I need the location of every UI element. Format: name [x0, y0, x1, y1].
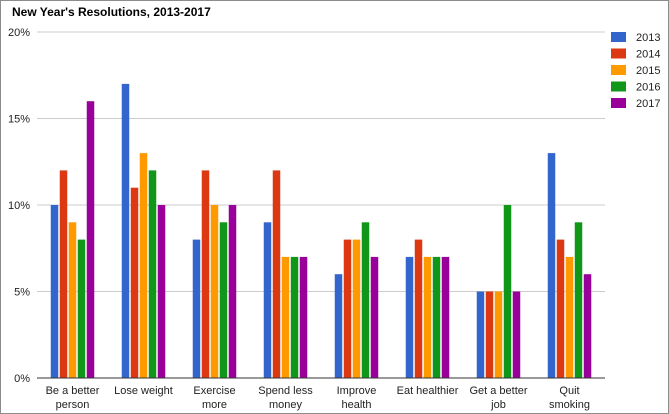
x-tick-label: Spend less	[258, 385, 313, 397]
bar	[228, 205, 237, 378]
bar	[50, 205, 59, 378]
bar	[121, 83, 130, 379]
bar	[86, 101, 95, 378]
legend-swatch	[611, 98, 626, 108]
legend: 2013 2014 2015 2016 2017	[611, 32, 660, 110]
bar	[556, 239, 565, 378]
y-tick-label: 15%	[8, 114, 30, 126]
y-tick-label: 5%	[14, 287, 30, 299]
x-tick-label: Lose weight	[114, 385, 173, 397]
x-tick-label: Be a better	[46, 385, 100, 397]
x-tick-label: Quit	[559, 385, 579, 397]
legend-swatch	[611, 32, 626, 42]
bar	[334, 274, 343, 378]
bar	[148, 170, 157, 378]
x-tick-label: health	[342, 399, 372, 411]
bar	[405, 256, 414, 378]
bar	[192, 239, 201, 378]
legend-label: 2014	[636, 49, 660, 61]
bar	[574, 222, 583, 378]
x-tick-label: job	[490, 399, 506, 411]
bar	[59, 170, 68, 378]
y-tick-label: 20%	[8, 27, 30, 39]
legend-swatch	[611, 48, 626, 59]
x-tick-label: Improve	[337, 385, 377, 397]
x-tick-label: money	[269, 399, 303, 411]
x-tick-label: smoking	[549, 399, 590, 411]
x-tick-label: person	[56, 399, 90, 411]
bar	[139, 153, 148, 378]
legend-label: 2017	[636, 98, 660, 110]
bar	[512, 291, 521, 378]
bar	[432, 256, 441, 378]
legend-label: 2013	[636, 32, 660, 44]
bar	[281, 256, 290, 378]
y-tick-label: 10%	[8, 200, 30, 212]
bar	[565, 256, 574, 378]
bars	[50, 83, 592, 379]
legend-swatch	[611, 65, 626, 75]
axes: 0% 5% 10% 15% 20% Be a better person Lose weigh…	[8, 27, 605, 411]
bar	[503, 205, 512, 378]
bar	[157, 205, 166, 378]
bar	[219, 222, 228, 378]
legend-label: 2015	[636, 65, 660, 77]
bar	[485, 291, 494, 378]
bar	[361, 222, 370, 378]
bar	[476, 291, 485, 378]
x-tick-label: Exercise	[193, 385, 235, 397]
bar	[68, 222, 77, 378]
bar	[210, 205, 219, 378]
bar	[352, 239, 361, 378]
bar	[130, 187, 139, 378]
x-tick-label: Eat healthier	[397, 385, 459, 397]
bar	[547, 153, 556, 378]
bar	[343, 239, 352, 378]
legend-label: 2016	[636, 82, 660, 94]
bar	[290, 256, 299, 378]
legend-swatch	[611, 81, 626, 92]
bar	[414, 239, 423, 378]
bar	[77, 239, 86, 378]
bar	[299, 256, 308, 378]
bar	[441, 256, 450, 378]
x-tick-label: Get a better	[469, 385, 527, 397]
bar	[583, 274, 592, 378]
bar	[494, 291, 503, 378]
bar	[201, 170, 210, 378]
x-tick-label: more	[202, 399, 227, 411]
chart-title: New Year's Resolutions, 2013-2017	[12, 5, 211, 19]
y-tick-label: 0%	[14, 373, 30, 385]
bar	[423, 256, 432, 378]
bar	[272, 170, 281, 378]
bar	[370, 256, 379, 378]
bar	[263, 222, 272, 378]
